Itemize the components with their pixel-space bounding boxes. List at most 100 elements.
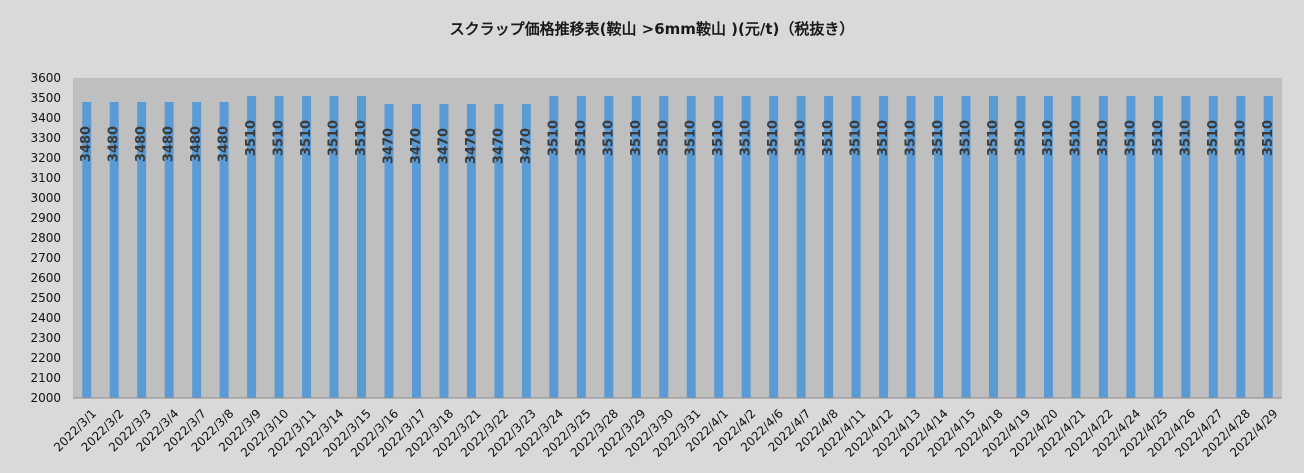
- bar-value-label: 3510: [794, 120, 809, 156]
- bar: [1126, 96, 1136, 398]
- bar: [137, 102, 147, 398]
- y-tick-label: 2300: [30, 331, 61, 345]
- bar-value-label: 3480: [107, 126, 122, 162]
- y-tick-label: 3600: [30, 71, 61, 85]
- bar: [879, 96, 889, 398]
- bar: [714, 96, 724, 398]
- bar: [659, 96, 669, 398]
- y-tick-label: 3200: [30, 151, 61, 165]
- bar: [1208, 96, 1218, 398]
- bar: [82, 102, 92, 398]
- y-tick-label: 3400: [30, 111, 61, 125]
- chart-title: スクラップ価格推移表(鞍山 >6mm鞍山 )(元/t)（税抜き）: [449, 20, 855, 38]
- bar-value-label: 3470: [381, 128, 396, 164]
- bar: [631, 96, 641, 398]
- bar-value-label: 3510: [1206, 120, 1221, 156]
- bar-value-label: 3480: [217, 126, 232, 162]
- bar: [604, 96, 614, 398]
- plot-area: [73, 78, 1282, 398]
- bar-value-label: 3510: [546, 120, 561, 156]
- bar: [192, 102, 202, 398]
- bar-value-label: 3510: [739, 120, 754, 156]
- bar: [769, 96, 779, 398]
- bar-value-label: 3510: [656, 120, 671, 156]
- bar: [1153, 96, 1163, 398]
- bar-value-label: 3510: [711, 120, 726, 156]
- y-tick-label: 2900: [30, 211, 61, 225]
- bar-value-label: 3510: [1041, 120, 1056, 156]
- bar: [961, 96, 971, 398]
- bar-value-label: 3510: [1151, 120, 1166, 156]
- bar: [906, 96, 916, 398]
- bar: [109, 102, 119, 398]
- y-tick-label: 2700: [30, 251, 61, 265]
- bar: [219, 102, 229, 398]
- bar: [302, 96, 312, 398]
- bar: [851, 96, 861, 398]
- bar: [1181, 96, 1191, 398]
- y-tick-label: 2800: [30, 231, 61, 245]
- bar-value-label: 3510: [821, 120, 836, 156]
- bar: [411, 104, 421, 398]
- bar: [521, 104, 531, 398]
- bar-value-label: 3510: [1233, 120, 1248, 156]
- bar: [1098, 96, 1108, 398]
- bar-value-label: 3510: [299, 120, 314, 156]
- bar-value-label: 3510: [1013, 120, 1028, 156]
- y-tick-label: 2600: [30, 271, 61, 285]
- bar: [549, 96, 559, 398]
- bar: [247, 96, 257, 398]
- bar: [741, 96, 751, 398]
- bar-value-label: 3510: [986, 120, 1001, 156]
- bar-value-label: 3510: [904, 120, 919, 156]
- bar-value-label: 3480: [162, 126, 177, 162]
- bar-value-label: 3470: [491, 128, 506, 164]
- bar: [357, 96, 367, 398]
- bar-value-label: 3510: [959, 120, 974, 156]
- bar: [796, 96, 806, 398]
- bar-value-label: 3510: [601, 120, 616, 156]
- bar: [824, 96, 834, 398]
- bar-value-label: 3480: [189, 126, 204, 162]
- bar-value-label: 3510: [244, 120, 259, 156]
- bar: [988, 96, 998, 398]
- y-tick-label: 2500: [30, 291, 61, 305]
- bar-value-label: 3510: [931, 120, 946, 156]
- y-tick-label: 2000: [30, 391, 61, 405]
- bar: [466, 104, 476, 398]
- bar-value-label: 3510: [1068, 120, 1083, 156]
- bar-value-label: 3510: [272, 120, 287, 156]
- bar-value-label: 3470: [409, 128, 424, 164]
- bar-value-label: 3510: [629, 120, 644, 156]
- bar-value-label: 3470: [436, 128, 451, 164]
- bar-value-label: 3510: [1178, 120, 1193, 156]
- bar: [1263, 96, 1273, 398]
- bar: [1236, 96, 1246, 398]
- bar-value-label: 3510: [876, 120, 891, 156]
- bar: [274, 96, 284, 398]
- bar-value-label: 3510: [849, 120, 864, 156]
- bar: [686, 96, 696, 398]
- bar-value-label: 3510: [574, 120, 589, 156]
- bar: [439, 104, 449, 398]
- bar: [164, 102, 174, 398]
- y-tick-label: 2200: [30, 351, 61, 365]
- bar-value-label: 3470: [464, 128, 479, 164]
- bar-value-label: 3510: [1261, 120, 1276, 156]
- bar-value-label: 3510: [1096, 120, 1111, 156]
- bar-value-label: 3480: [134, 126, 149, 162]
- bar: [934, 96, 944, 398]
- bar: [494, 104, 504, 398]
- y-tick-label: 2400: [30, 311, 61, 325]
- bar-value-label: 3510: [327, 120, 342, 156]
- y-tick-label: 3500: [30, 91, 61, 105]
- bar: [384, 104, 394, 398]
- bar: [1071, 96, 1081, 398]
- bar-value-label: 3510: [766, 120, 781, 156]
- y-tick-label: 3100: [30, 171, 61, 185]
- bar: [1016, 96, 1026, 398]
- y-tick-label: 3000: [30, 191, 61, 205]
- y-tick-label: 3300: [30, 131, 61, 145]
